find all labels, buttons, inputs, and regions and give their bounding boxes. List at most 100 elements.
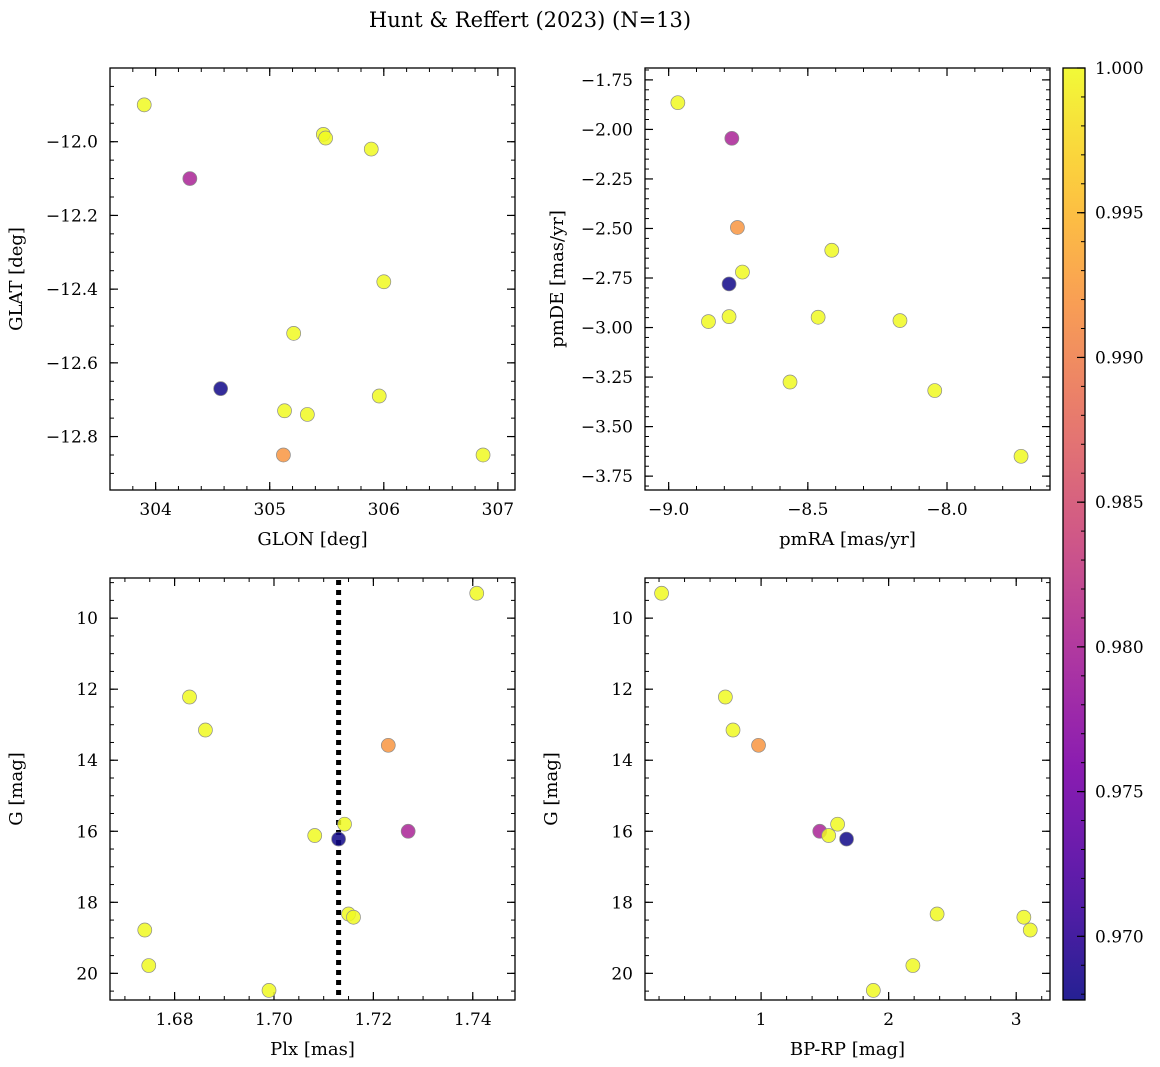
y-tick-label: −2.50 bbox=[581, 219, 633, 239]
colorbar-gradient bbox=[1062, 67, 1086, 1001]
y-tick-label: −3.50 bbox=[581, 418, 633, 438]
panel-2: −9.0 −8.5 −8.0 −1.75 −2.00 −2.25 −2.50 −2.75 −3.… bbox=[547, 67, 1051, 550]
scatter-point bbox=[137, 922, 153, 938]
colorbar-tick-label: 0.975 bbox=[1095, 783, 1144, 803]
scatter-point bbox=[929, 906, 945, 922]
scatter-point bbox=[751, 737, 766, 753]
panel-3: 1.68 1.70 1.72 1.74 10 12 14 16 18 20 Plx [mas] G [… bbox=[6, 577, 516, 1060]
x-tick-label: 1.70 bbox=[255, 1010, 293, 1030]
axes-frame bbox=[109, 577, 516, 1001]
axes-frame bbox=[644, 577, 1051, 1001]
x-tick-label: 1 bbox=[756, 1010, 767, 1030]
scatter-point bbox=[198, 722, 213, 738]
x-tick-label: 1.74 bbox=[454, 1010, 492, 1030]
scatter-point bbox=[363, 141, 379, 157]
scatter-point bbox=[261, 983, 277, 998]
scatter-point bbox=[318, 130, 333, 146]
y-tick-label: −3.00 bbox=[581, 319, 633, 339]
scatter-point bbox=[1022, 922, 1038, 938]
scatter-point bbox=[824, 242, 840, 258]
colorbar-tick-label: 0.970 bbox=[1095, 927, 1144, 947]
scatter-point bbox=[346, 909, 361, 925]
colorbar-tick-label: 0.980 bbox=[1095, 638, 1144, 658]
scatter-point bbox=[213, 381, 229, 396]
scatter-point bbox=[730, 220, 745, 235]
scatter-point bbox=[400, 823, 416, 839]
scatter-point bbox=[475, 447, 491, 463]
x-tick-label: 307 bbox=[482, 500, 514, 520]
scatter-point bbox=[469, 585, 485, 601]
x-axis-label: Plx [mas] bbox=[270, 1039, 355, 1060]
y-tick-label: −12.8 bbox=[46, 428, 98, 448]
y-tick-label: 10 bbox=[611, 609, 633, 629]
y-tick-label: −2.00 bbox=[581, 120, 633, 140]
y-tick-label: 16 bbox=[76, 822, 98, 842]
scatter-point bbox=[307, 828, 323, 843]
scatter-point bbox=[670, 95, 686, 111]
scatter-point bbox=[839, 831, 854, 847]
x-tick-label: 2 bbox=[883, 1010, 894, 1030]
y-tick-label: −3.75 bbox=[581, 467, 633, 487]
y-tick-label: 14 bbox=[611, 751, 633, 771]
y-tick-label: 10 bbox=[76, 609, 98, 629]
scatter-point bbox=[905, 958, 921, 973]
y-tick-label: −12.4 bbox=[46, 280, 98, 300]
scatter-point bbox=[277, 403, 292, 419]
y-tick-label: 12 bbox=[611, 680, 633, 700]
scatter-point bbox=[380, 737, 396, 753]
y-tick-label: 16 bbox=[611, 822, 633, 842]
y-tick-label: 18 bbox=[76, 893, 98, 913]
scatter-point bbox=[927, 383, 943, 398]
x-tick-label: 1.68 bbox=[156, 1010, 194, 1030]
scatter-point bbox=[865, 983, 881, 998]
panel-1: 304 305 306 307 −12.0 −12.2 −12.4 −12.6 −12.8 GLO… bbox=[6, 67, 516, 550]
x-tick-label: −8.0 bbox=[926, 500, 967, 520]
y-tick-label: 14 bbox=[76, 751, 98, 771]
x-tick-label: 3 bbox=[1011, 1010, 1022, 1030]
scatter-point bbox=[892, 313, 908, 328]
x-tick-label: 305 bbox=[253, 500, 285, 520]
x-axis-label: pmRA [mas/yr] bbox=[779, 529, 916, 550]
x-tick-label: 1.72 bbox=[354, 1010, 392, 1030]
colorbar: 0.970 0.975 0.980 0.985 0.990 0.995 1.000 bbox=[1062, 59, 1144, 1001]
x-tick-label: −9.0 bbox=[648, 500, 689, 520]
scatter-point bbox=[141, 958, 157, 973]
scatter-point bbox=[721, 276, 737, 292]
scatter-point bbox=[286, 326, 302, 341]
y-tick-label: −1.75 bbox=[581, 71, 633, 91]
y-tick-label: −3.25 bbox=[581, 368, 633, 388]
y-tick-label: 18 bbox=[611, 893, 633, 913]
scatter-point bbox=[718, 689, 733, 705]
scatter-point bbox=[724, 130, 740, 146]
x-tick-label: 304 bbox=[139, 500, 171, 520]
y-tick-label: −12.2 bbox=[46, 206, 98, 226]
y-tick-label: 20 bbox=[611, 964, 633, 984]
scatter-point bbox=[1016, 909, 1032, 925]
y-axis-label: G [mag] bbox=[6, 752, 27, 825]
scatter-point bbox=[782, 374, 798, 390]
y-tick-label: 20 bbox=[76, 964, 98, 984]
scatter-panels: 304 305 306 307 −12.0 −12.2 −12.4 −12.6 −12.8 GLO… bbox=[6, 67, 1051, 1060]
y-tick-label: −2.25 bbox=[581, 170, 633, 190]
scatter-point bbox=[735, 264, 750, 280]
colorbar-tick-label: 1.000 bbox=[1095, 59, 1144, 79]
scatter-point bbox=[821, 828, 837, 843]
colorbar-tick-label: 0.985 bbox=[1095, 493, 1144, 513]
axes-frame bbox=[644, 67, 1051, 491]
y-tick-label: 12 bbox=[76, 680, 98, 700]
x-tick-label: −8.5 bbox=[787, 500, 828, 520]
y-axis-label: GLAT [deg] bbox=[6, 227, 27, 331]
axes-frame bbox=[109, 67, 516, 491]
scatter-point bbox=[276, 447, 291, 463]
colorbar-tick-label: 0.990 bbox=[1095, 348, 1144, 368]
x-tick-label: 306 bbox=[368, 500, 400, 520]
scatter-point bbox=[721, 309, 737, 324]
x-axis-label: BP-RP [mag] bbox=[790, 1039, 905, 1060]
scatter-point bbox=[725, 722, 741, 738]
figure-title: Hunt & Reffert (2023) (N=13) bbox=[369, 8, 691, 32]
scatter-point bbox=[371, 388, 387, 404]
scatter-point bbox=[1013, 448, 1029, 464]
x-axis-label: GLON [deg] bbox=[257, 529, 367, 550]
